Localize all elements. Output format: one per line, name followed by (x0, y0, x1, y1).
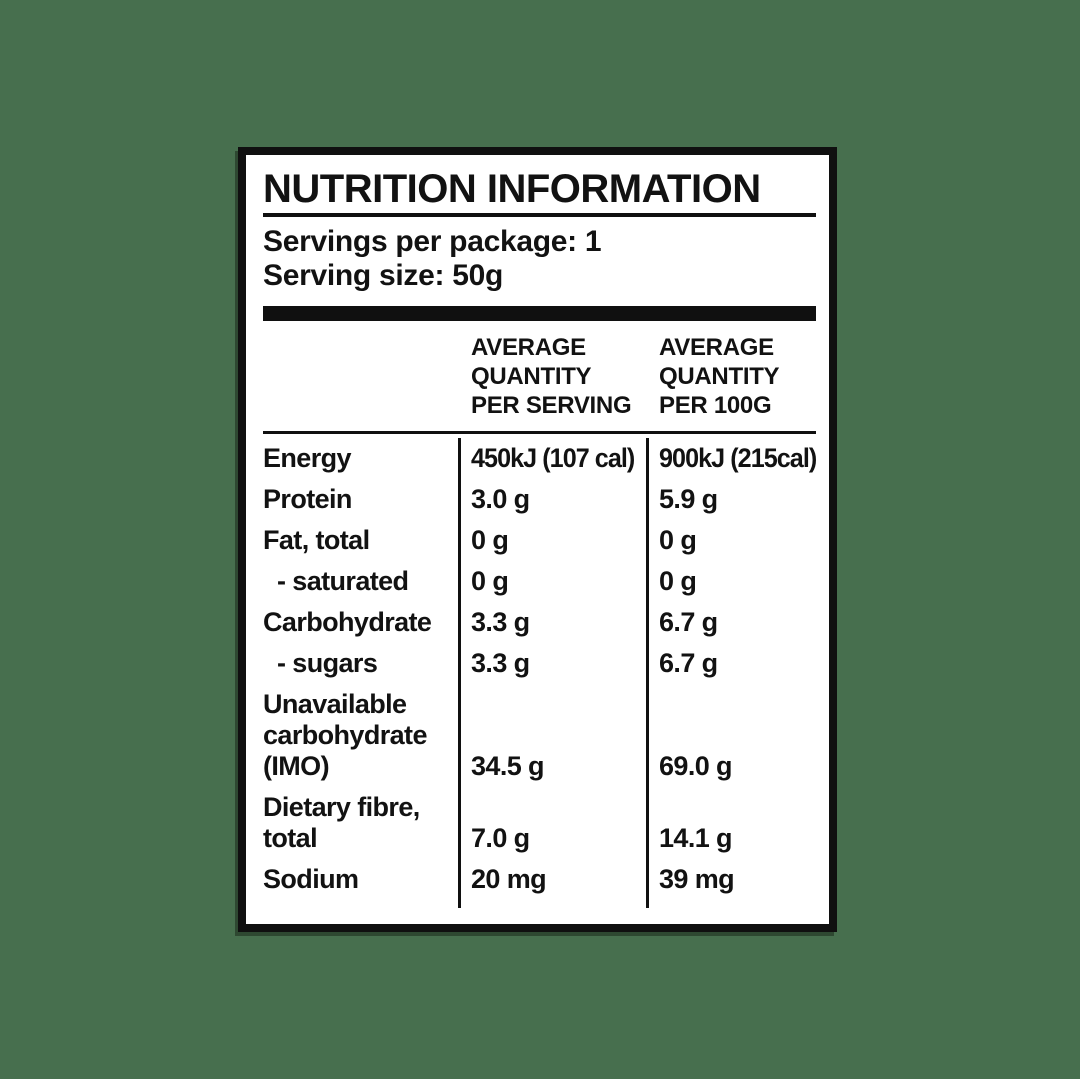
section-separator-bar (263, 306, 816, 321)
table-row-sodium: Sodium 20 mg 39 mg (263, 859, 816, 900)
value-text: 0 g (471, 525, 509, 555)
row-label: Fat, total (263, 525, 370, 555)
value-text: 0 g (659, 525, 697, 555)
value-per-100g: 6.7 g (646, 602, 816, 643)
value-per-serving: 20 mg (458, 859, 646, 900)
table-row-fat-total: Fat, total 0 g 0 g (263, 520, 816, 561)
title-divider (263, 213, 816, 217)
value-text: 39 mg (659, 864, 735, 894)
panel-title: NUTRITION INFORMATION (263, 167, 761, 211)
row-label: Carbohydrate (263, 607, 432, 637)
panel-inner: NUTRITION INFORMATION Servings per packa… (246, 169, 829, 938)
table-row-fat-saturated: - saturated 0 g 0 g (263, 561, 816, 602)
value-per-100g: 0 g (646, 520, 816, 561)
table-row-unavailable-carbohydrate: Unavailable carbohydrate (IMO) 34.5 g 69… (263, 684, 816, 787)
nutrition-panel: NUTRITION INFORMATION Servings per packa… (238, 147, 837, 932)
value-text: 3.0 g (471, 484, 530, 514)
value-per-100g: 0 g (646, 561, 816, 602)
row-label: Sodium (263, 864, 359, 894)
value-text: 6.7 g (659, 607, 718, 637)
value-text: 3.3 g (471, 648, 530, 678)
table-row-dietary-fibre: Dietary fibre, total 7.0 g 14.1 g (263, 787, 816, 859)
spacer-cell (263, 900, 458, 908)
value-text: 0 g (471, 566, 509, 596)
value-per-100g: 14.1 g (646, 787, 816, 859)
column-header-per-100g: AVERAGE QUANTITY PER 100G (659, 334, 780, 419)
serving-size-line: Serving size: 50g (263, 259, 503, 292)
value-text: 5.9 g (659, 484, 718, 514)
header-spacer-cell (263, 333, 458, 420)
serving-info: Servings per package: 1 Serving size: 50… (263, 225, 816, 293)
value-text: 3.3 g (471, 607, 530, 637)
nutrition-table: Energy 450kJ (107 cal) 900kJ (215cal) Pr… (263, 431, 817, 908)
value-text: 7.0 g (471, 823, 530, 853)
servings-per-package-line: Servings per package: 1 (263, 225, 602, 258)
table-row-protein: Protein 3.0 g 5.9 g (263, 479, 816, 520)
table-row-sugars: - sugars 3.3 g 6.7 g (263, 643, 816, 684)
value-text: 69.0 g (659, 751, 733, 781)
table-header-row: AVERAGE QUANTITY PER SERVING AVERAGE QUA… (263, 333, 816, 420)
value-per-serving: 450kJ (107 cal) (458, 438, 646, 479)
table-bottom-spacer (263, 900, 816, 908)
row-label: - sugars (277, 648, 378, 678)
value-per-serving: 0 g (458, 561, 646, 602)
value-text: 14.1 g (659, 823, 733, 853)
value-text: 6.7 g (659, 648, 718, 678)
spacer-cell (646, 900, 816, 908)
value-text: 900kJ (215cal) (659, 443, 817, 473)
column-header-per-serving: AVERAGE QUANTITY PER SERVING (471, 334, 632, 419)
value-text: 34.5 g (471, 751, 545, 781)
row-label: Protein (263, 484, 352, 514)
value-per-100g: 6.7 g (646, 643, 816, 684)
value-per-100g: 900kJ (215cal) (646, 438, 830, 479)
value-text: 20 mg (471, 864, 547, 894)
value-text: 0 g (659, 566, 697, 596)
spacer-cell (458, 900, 646, 908)
value-per-serving: 3.3 g (458, 643, 646, 684)
row-label: Unavailable carbohydrate (IMO) (263, 689, 427, 781)
row-label: Energy (263, 443, 352, 473)
value-per-100g: 69.0 g (646, 684, 816, 787)
value-per-serving: 0 g (458, 520, 646, 561)
value-per-serving: 3.3 g (458, 602, 646, 643)
row-label: - saturated (277, 566, 409, 596)
row-label: Dietary fibre, total (263, 792, 420, 853)
table-row-carbohydrate: Carbohydrate 3.3 g 6.7 g (263, 602, 816, 643)
table-row-energy: Energy 450kJ (107 cal) 900kJ (215cal) (263, 438, 817, 479)
value-per-serving: 7.0 g (458, 787, 646, 859)
value-text: 450kJ (107 cal) (471, 443, 635, 473)
value-per-100g: 5.9 g (646, 479, 816, 520)
value-per-100g: 39 mg (646, 859, 816, 900)
value-per-serving: 3.0 g (458, 479, 646, 520)
value-per-serving: 34.5 g (458, 684, 646, 787)
